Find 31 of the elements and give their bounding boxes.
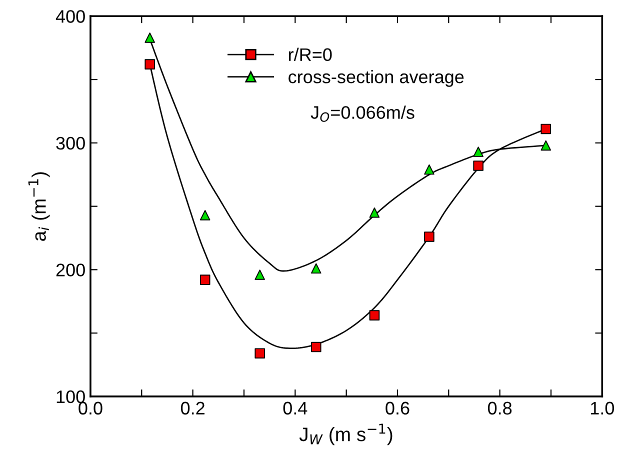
x-axis-title: J$_{W}$ (m s$^{−1}$) — [299, 424, 392, 446]
point — [144, 59, 155, 70]
point — [473, 160, 484, 171]
point — [540, 140, 552, 151]
point — [540, 124, 552, 134]
point — [254, 270, 265, 280]
point — [310, 342, 322, 352]
x-tick-label: 0.6 — [386, 402, 410, 415]
legend-label: cross-section average — [288, 70, 464, 87]
y-tick-label: 100 — [56, 390, 85, 404]
point — [200, 210, 210, 220]
y-tick-label: 400 — [56, 10, 85, 23]
x-tick-label: 1.0 — [590, 402, 614, 415]
x-tick-label: 0.2 — [180, 402, 204, 415]
y-tick-label: 300 — [56, 136, 85, 150]
point — [254, 348, 265, 358]
point — [473, 146, 484, 157]
x-tick-label: 0.4 — [283, 402, 308, 415]
point — [144, 32, 155, 43]
x-tick-label: 0.0 — [78, 402, 102, 415]
legend-label: r/R=0 — [289, 48, 332, 62]
point — [369, 310, 380, 320]
y-axis-title: a$_{i}$ (m$^{−1}$) — [28, 172, 50, 241]
x-tick-label: 0.8 — [488, 402, 512, 415]
point — [369, 207, 380, 218]
annotation: J$_{O}$=0.066m/s — [310, 106, 414, 122]
point — [200, 274, 210, 285]
point — [310, 263, 322, 274]
y-tick-label: 200 — [56, 264, 85, 276]
point — [424, 164, 434, 175]
point — [424, 232, 434, 242]
